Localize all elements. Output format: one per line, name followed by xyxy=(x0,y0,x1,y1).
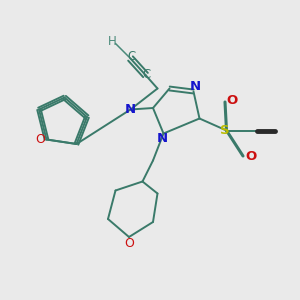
Text: H: H xyxy=(107,35,116,49)
Text: N: N xyxy=(156,132,168,145)
Text: O: O xyxy=(226,94,237,107)
Text: C: C xyxy=(128,50,136,63)
Text: O: O xyxy=(35,133,45,146)
Text: O: O xyxy=(125,237,134,250)
Text: S: S xyxy=(220,124,230,137)
Text: O: O xyxy=(245,150,256,163)
Text: N: N xyxy=(189,80,201,93)
Text: C: C xyxy=(143,68,151,82)
Text: N: N xyxy=(125,103,136,116)
